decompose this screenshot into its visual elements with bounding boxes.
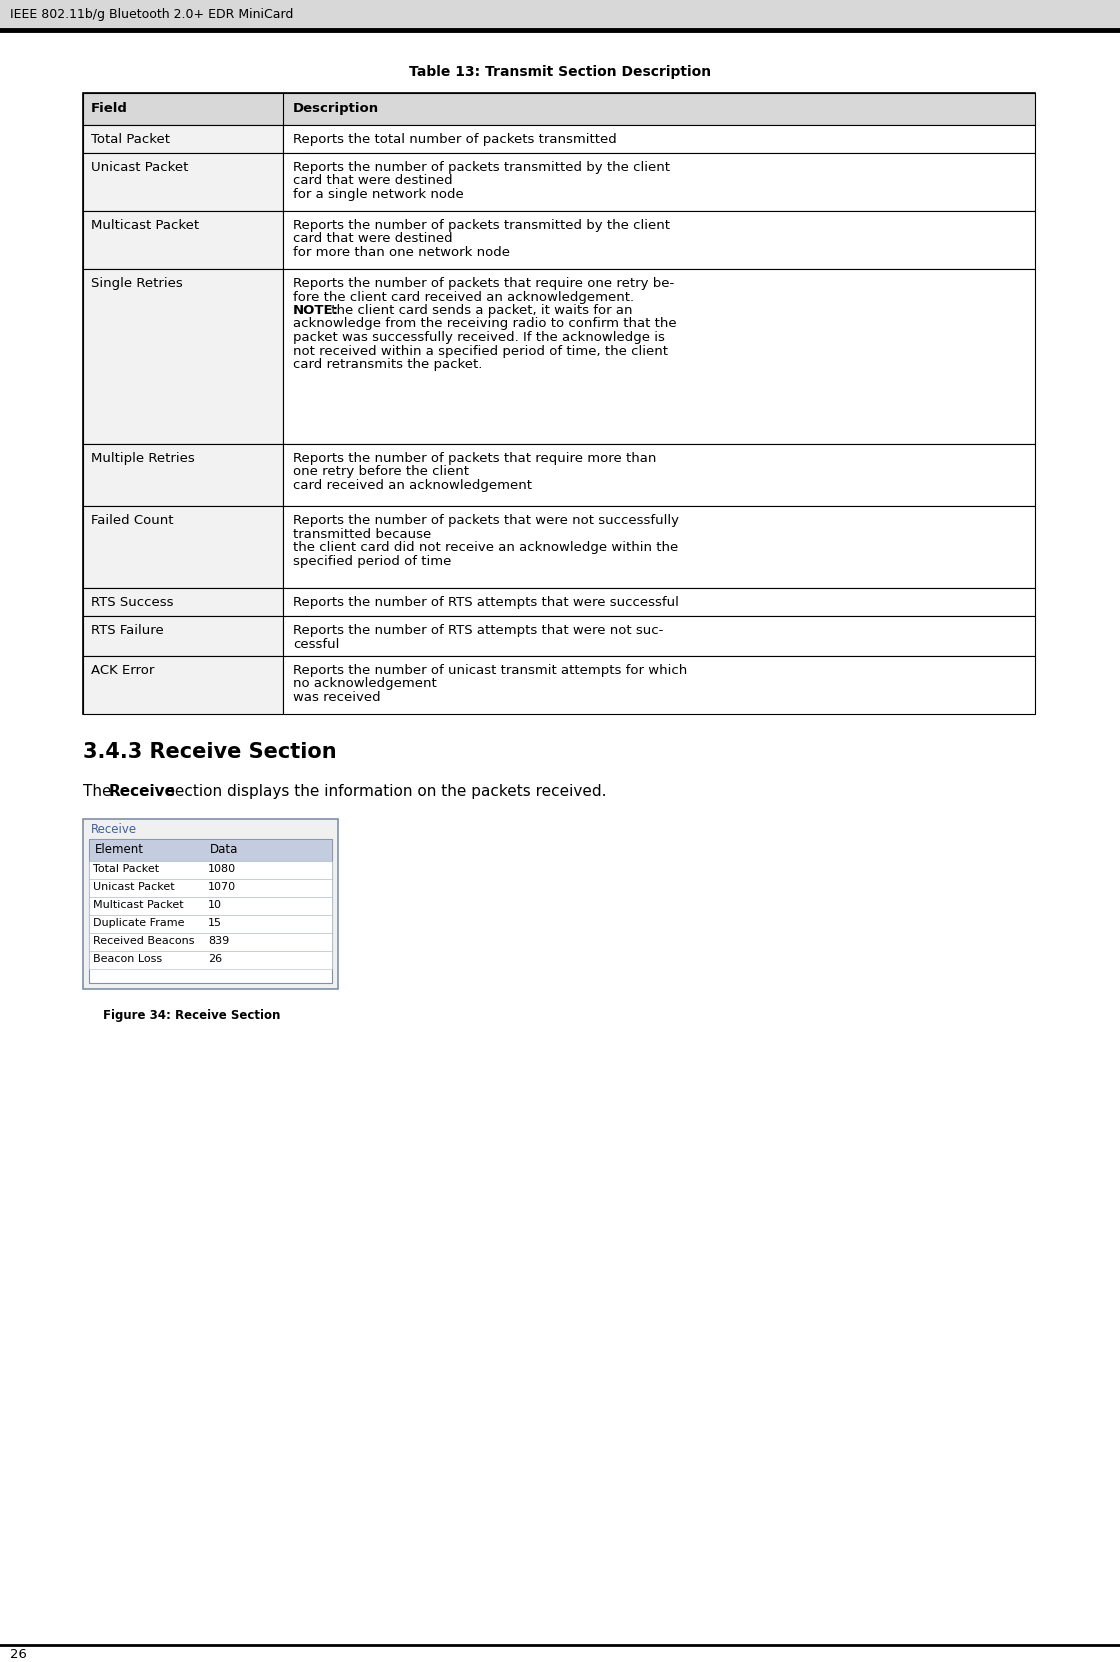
Text: 1070: 1070 xyxy=(208,883,236,892)
Bar xyxy=(88,879,332,897)
Text: Receive: Receive xyxy=(91,823,137,836)
Bar xyxy=(88,839,332,861)
Text: Receive: Receive xyxy=(109,784,176,799)
Text: card that were destined: card that were destined xyxy=(293,175,452,188)
Text: section displays the information on the packets received.: section displays the information on the … xyxy=(162,784,607,799)
Bar xyxy=(283,617,1035,656)
Text: Single Retries: Single Retries xyxy=(91,278,183,289)
Bar xyxy=(83,588,283,617)
Text: 1080: 1080 xyxy=(208,864,236,874)
Text: Reports the number of packets transmitted by the client: Reports the number of packets transmitte… xyxy=(293,219,670,233)
Bar xyxy=(283,444,1035,505)
Bar xyxy=(283,269,1035,444)
Bar xyxy=(83,444,283,505)
Text: Reports the total number of packets transmitted: Reports the total number of packets tran… xyxy=(293,133,617,146)
Text: for a single network node: for a single network node xyxy=(293,188,464,201)
Bar xyxy=(83,93,1035,715)
Text: Reports the number of RTS attempts that were successful: Reports the number of RTS attempts that … xyxy=(293,597,679,608)
Text: Reports the number of packets that were not successfully: Reports the number of packets that were … xyxy=(293,514,679,527)
Bar xyxy=(283,153,1035,211)
Text: no acknowledgement: no acknowledgement xyxy=(293,678,437,690)
Text: Reports the number of packets transmitted by the client: Reports the number of packets transmitte… xyxy=(293,161,670,175)
Text: Reports the number of RTS attempts that were not suc-: Reports the number of RTS attempts that … xyxy=(293,623,663,637)
Bar xyxy=(88,897,332,916)
Text: Multicast Packet: Multicast Packet xyxy=(93,901,184,911)
Text: specified period of time: specified period of time xyxy=(293,555,451,567)
Bar xyxy=(283,656,1035,715)
Text: transmitted because: transmitted because xyxy=(293,527,431,540)
Bar xyxy=(283,125,1035,153)
Text: Reports the number of packets that require one retry be-: Reports the number of packets that requi… xyxy=(293,278,674,289)
Text: Figure 34: Receive Section: Figure 34: Receive Section xyxy=(103,1009,280,1022)
Bar xyxy=(83,505,283,588)
Bar xyxy=(88,951,332,969)
Text: card that were destined: card that were destined xyxy=(293,233,452,246)
Text: cessful: cessful xyxy=(293,638,339,650)
Text: Element: Element xyxy=(95,843,144,856)
Bar xyxy=(88,839,332,982)
Text: Failed Count: Failed Count xyxy=(91,514,174,527)
Text: Unicast Packet: Unicast Packet xyxy=(93,883,175,892)
Text: 26: 26 xyxy=(10,1649,27,1660)
Bar xyxy=(83,153,283,211)
Text: 3.4.3 Receive Section: 3.4.3 Receive Section xyxy=(83,741,337,761)
Text: 15: 15 xyxy=(208,917,222,927)
Bar xyxy=(83,211,283,269)
Text: card received an acknowledgement: card received an acknowledgement xyxy=(293,479,532,492)
Text: Reports the number of unicast transmit attempts for which: Reports the number of unicast transmit a… xyxy=(293,665,688,676)
Text: Duplicate Frame: Duplicate Frame xyxy=(93,917,185,927)
Text: Total Packet: Total Packet xyxy=(91,133,170,146)
Text: 839: 839 xyxy=(208,936,230,946)
Text: NOTE:: NOTE: xyxy=(293,304,339,317)
Text: one retry before the client: one retry before the client xyxy=(293,465,469,479)
Bar xyxy=(83,617,283,656)
Text: acknowledge from the receiving radio to confirm that the: acknowledge from the receiving radio to … xyxy=(293,317,676,331)
Text: RTS Failure: RTS Failure xyxy=(91,623,164,637)
Text: Multicast Packet: Multicast Packet xyxy=(91,219,199,233)
Bar xyxy=(83,656,283,715)
Text: was received: was received xyxy=(293,691,381,705)
Text: Table 13: Transmit Section Description: Table 13: Transmit Section Description xyxy=(409,65,711,80)
Bar xyxy=(88,932,332,951)
Bar xyxy=(88,916,332,932)
Text: ACK Error: ACK Error xyxy=(91,665,155,676)
Bar xyxy=(83,93,1035,125)
Bar xyxy=(88,861,332,879)
Text: Unicast Packet: Unicast Packet xyxy=(91,161,188,175)
Text: 10: 10 xyxy=(208,901,222,911)
Bar xyxy=(83,819,338,989)
Bar xyxy=(283,505,1035,588)
Text: IEEE 802.11b/g Bluetooth 2.0+ EDR MiniCard: IEEE 802.11b/g Bluetooth 2.0+ EDR MiniCa… xyxy=(10,8,293,22)
Text: packet was successfully received. If the acknowledge is: packet was successfully received. If the… xyxy=(293,331,665,344)
Text: the client card did not receive an acknowledge within the: the client card did not receive an ackno… xyxy=(293,542,679,553)
Text: RTS Success: RTS Success xyxy=(91,597,174,608)
Text: Received Beacons: Received Beacons xyxy=(93,936,195,946)
Text: the client card sends a packet, it waits for an: the client card sends a packet, it waits… xyxy=(327,304,633,317)
Bar xyxy=(283,211,1035,269)
Bar xyxy=(0,0,1120,30)
Text: Total Packet: Total Packet xyxy=(93,864,159,874)
Text: 26: 26 xyxy=(208,954,222,964)
Bar xyxy=(83,125,283,153)
Bar xyxy=(283,588,1035,617)
Text: The: The xyxy=(83,784,116,799)
Text: Field: Field xyxy=(91,101,128,115)
Bar xyxy=(83,269,283,444)
Text: for more than one network node: for more than one network node xyxy=(293,246,510,259)
Text: Multiple Retries: Multiple Retries xyxy=(91,452,195,465)
Text: Description: Description xyxy=(293,101,380,115)
Text: Beacon Loss: Beacon Loss xyxy=(93,954,162,964)
Text: not received within a specified period of time, the client: not received within a specified period o… xyxy=(293,344,668,357)
Bar xyxy=(83,93,283,125)
Text: Data: Data xyxy=(211,843,239,856)
Text: Reports the number of packets that require more than: Reports the number of packets that requi… xyxy=(293,452,656,465)
Text: card retransmits the packet.: card retransmits the packet. xyxy=(293,357,483,371)
Text: fore the client card received an acknowledgement.: fore the client card received an acknowl… xyxy=(293,291,634,304)
